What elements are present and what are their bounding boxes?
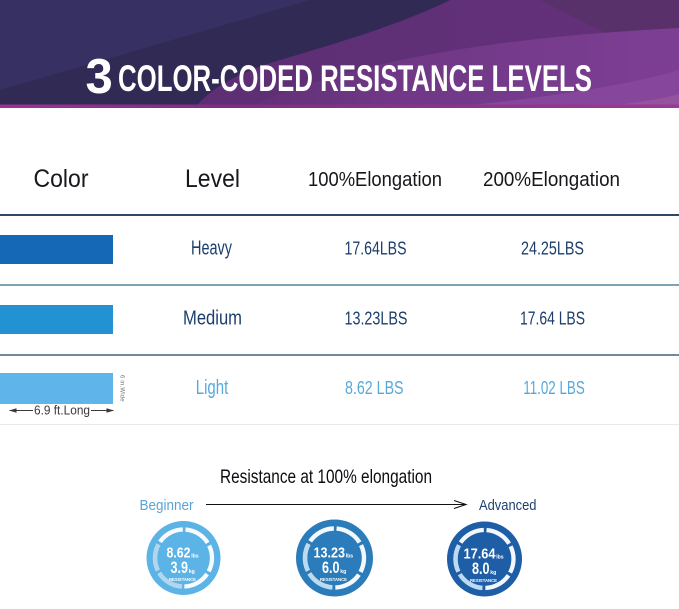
- svg-text:6.9 ft.Long: 6.9 ft.Long: [34, 404, 90, 418]
- svg-text:3: 3: [86, 50, 113, 104]
- svg-text:17.64 LBS: 17.64 LBS: [520, 309, 585, 329]
- svg-text:Color: Color: [34, 165, 89, 193]
- svg-text:24.25LBS: 24.25LBS: [521, 239, 584, 259]
- svg-text:lbs: lbs: [496, 555, 504, 561]
- svg-text:RESISTANCE: RESISTANCE: [470, 578, 497, 583]
- svg-text:6.0: 6.0: [322, 559, 340, 577]
- svg-text:17.64: 17.64: [464, 546, 497, 563]
- svg-text:kg: kg: [490, 570, 496, 576]
- svg-text:kg: kg: [340, 569, 346, 575]
- svg-text:11.02 LBS: 11.02 LBS: [523, 378, 585, 398]
- svg-text:8.62 LBS: 8.62 LBS: [345, 378, 404, 398]
- svg-text:100%Elongation: 100%Elongation: [308, 169, 442, 191]
- svg-text:200%Elongation: 200%Elongation: [483, 169, 620, 191]
- svg-text:13.23LBS: 13.23LBS: [345, 309, 408, 329]
- svg-text:RESISTANCE: RESISTANCE: [169, 577, 196, 582]
- svg-text:kg: kg: [189, 569, 195, 575]
- svg-text:lbs: lbs: [346, 554, 354, 560]
- svg-text:3.9: 3.9: [171, 559, 189, 577]
- svg-text:Heavy: Heavy: [191, 238, 232, 260]
- svg-text:Beginner: Beginner: [140, 497, 194, 514]
- svg-text:lbs: lbs: [191, 554, 199, 560]
- svg-text:13.23: 13.23: [314, 545, 346, 562]
- svg-text:COLOR-CODED RESISTANCE LEVELS: COLOR-CODED RESISTANCE LEVELS: [118, 58, 592, 99]
- svg-text:17.64LBS: 17.64LBS: [345, 239, 407, 259]
- svg-text:RESISTANCE: RESISTANCE: [320, 577, 347, 582]
- svg-text:Light: Light: [196, 377, 229, 399]
- svg-text:Medium: Medium: [183, 308, 242, 330]
- svg-text:Advanced: Advanced: [479, 497, 537, 514]
- svg-text:Resistance at 100% elongation: Resistance at 100% elongation: [220, 466, 432, 488]
- svg-text:Level: Level: [185, 165, 240, 193]
- svg-text:8.62: 8.62: [167, 545, 191, 562]
- svg-text:8.0: 8.0: [472, 560, 490, 578]
